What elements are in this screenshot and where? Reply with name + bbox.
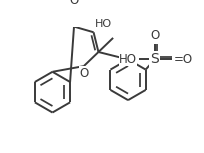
Text: O: O <box>69 0 79 7</box>
Text: O: O <box>79 67 88 80</box>
Text: HO: HO <box>119 53 137 66</box>
Text: S: S <box>151 52 159 66</box>
Text: O: O <box>150 29 160 42</box>
Text: HO: HO <box>94 19 112 30</box>
Text: =O: =O <box>174 53 193 66</box>
